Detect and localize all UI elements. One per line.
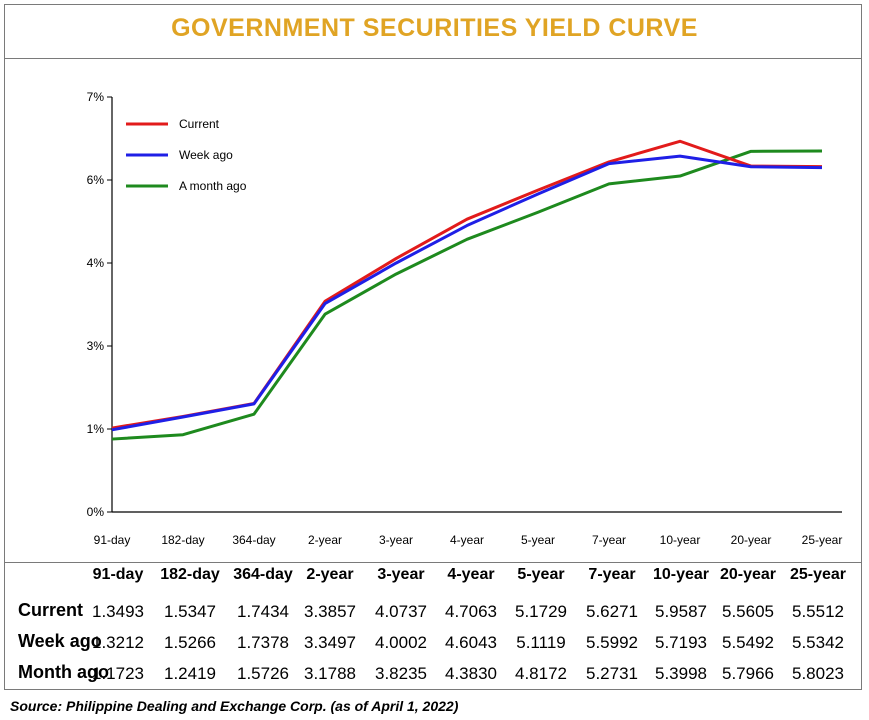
table-cell: 1.3493 [92, 602, 144, 621]
series-line-a-month-ago [111, 149, 823, 441]
legend-label: Current [179, 117, 220, 131]
title-divider [4, 58, 862, 59]
y-tick-label: 7% [87, 90, 105, 104]
table-cell: 4.7063 [445, 602, 497, 621]
series-lines [111, 139, 823, 441]
table-cell: 4.6043 [445, 633, 497, 652]
series-line-week-ago [111, 154, 823, 432]
table-cell: 3.1788 [304, 664, 356, 683]
x-tick-label: 3-year [379, 533, 413, 547]
table-cell: 5.8023 [792, 664, 844, 683]
table-cell: 1.1723 [92, 664, 144, 683]
table-cell: 5.7966 [722, 664, 774, 683]
table-cell: 5.5492 [722, 633, 774, 652]
table-cell: 5.5512 [792, 602, 844, 621]
y-tick-label: 4% [87, 256, 105, 270]
table-header-cell: 91-day [92, 566, 144, 583]
x-tick-label: 25-year [802, 533, 843, 547]
table-row: Week ago 1.3212 1.5266 1.7378 3.3497 4.0002 4.… [0, 631, 869, 659]
chart-legend: Current Week ago A month ago [126, 117, 247, 193]
chart-frame [4, 4, 862, 690]
legend-label: A month ago [179, 179, 247, 193]
source-note: Source: Philippine Dealing and Exchange … [10, 698, 459, 714]
table-row: Month ago 1.1723 1.2419 1.5726 3.1788 3.8235 4… [0, 662, 869, 690]
table-cell: 3.3497 [304, 633, 356, 652]
x-tick-label: 10-year [660, 533, 701, 547]
table-header-cell: 25-year [789, 566, 847, 583]
legend-label: Week ago [179, 148, 233, 162]
table-cell: 4.8172 [515, 664, 567, 683]
y-tick-label: 6% [87, 173, 105, 187]
table-cell: 3.8235 [375, 664, 427, 683]
table-row: Current 1.3493 1.5347 1.7434 3.3857 4.0737 4.7… [0, 600, 869, 628]
table-cell: 1.2419 [164, 664, 216, 683]
table-row-label: Current [18, 600, 84, 620]
table-cell: 1.7378 [237, 633, 289, 652]
table-cell: 5.1729 [515, 602, 567, 621]
x-tick-label: 91-day [94, 533, 131, 547]
x-tick-label: 2-year [308, 533, 342, 547]
y-tick-label: 1% [87, 422, 105, 436]
table-header-cell: 7-year [588, 566, 636, 583]
table-cell: 5.5342 [792, 633, 844, 652]
x-tick-label: 20-year [731, 533, 772, 547]
table-cell: 5.2731 [586, 664, 638, 683]
table-header-cell: 364-day [233, 566, 293, 583]
table-cell: 1.7434 [237, 602, 289, 621]
table-row-label: Week ago [18, 631, 102, 651]
table-header-cell: 4-year [447, 566, 495, 583]
table-cell: 5.9587 [655, 602, 707, 621]
table-cell: 5.7193 [655, 633, 707, 652]
table-cell: 1.5726 [237, 664, 289, 683]
table-cell: 3.3857 [304, 602, 356, 621]
table-cell: 1.5266 [164, 633, 216, 652]
table-header-cell: 182-day [160, 566, 220, 583]
x-axis-ticks: 91-day 182-day 364-day 2-year 3-year 4-year 5-… [94, 533, 843, 547]
table-header-cell: 3-year [377, 566, 425, 583]
x-tick-label: 4-year [450, 533, 484, 547]
table-row-label: Month ago [18, 662, 109, 682]
table-cell: 5.1119 [516, 633, 566, 652]
y-axis-ticks: 0% 1% 3% 4% 6% 7% [87, 90, 112, 519]
table-header-row: 91-day 182-day 364-day 2-year 3-year 4-year 5-… [0, 566, 869, 590]
table-header-cell: 2-year [306, 566, 354, 583]
table-cell: 5.5992 [586, 633, 638, 652]
table-cell: 1.3212 [92, 633, 144, 652]
x-tick-label: 7-year [592, 533, 626, 547]
table-cell: 4.3830 [445, 664, 497, 683]
table-cell: 4.0002 [375, 633, 427, 652]
x-tick-label: 5-year [521, 533, 555, 547]
x-tick-label: 364-day [232, 533, 275, 547]
table-cell: 1.5347 [164, 602, 216, 621]
table-header-cell: 20-year [719, 566, 777, 583]
table-header-cell: 5-year [517, 566, 565, 583]
table-header-cell: 10-year [652, 566, 710, 583]
chart-title: GOVERNMENT SECURITIES YIELD CURVE [171, 14, 698, 42]
table-cell: 4.0737 [375, 602, 427, 621]
x-tick-label: 182-day [161, 533, 204, 547]
y-tick-label: 3% [87, 339, 105, 353]
chart-axes [111, 97, 842, 513]
table-divider [4, 562, 862, 563]
y-tick-label: 0% [87, 505, 105, 519]
yield-curve-chart: 0% 1% 3% 4% 6% 7% 91-day 182-day 364-day 2-year 3… [87, 90, 843, 547]
table-cell: 5.5605 [722, 602, 774, 621]
table-cell: 5.6271 [586, 602, 638, 621]
table-cell: 5.3998 [655, 664, 707, 683]
